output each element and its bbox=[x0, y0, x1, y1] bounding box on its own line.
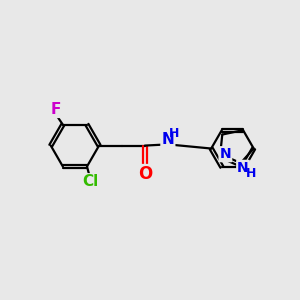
Text: N: N bbox=[237, 161, 249, 175]
Text: H: H bbox=[245, 167, 256, 180]
Text: H: H bbox=[169, 127, 179, 140]
Text: F: F bbox=[50, 102, 61, 117]
Text: N: N bbox=[161, 133, 174, 148]
Text: O: O bbox=[138, 165, 152, 183]
Text: Cl: Cl bbox=[82, 174, 99, 189]
Text: N: N bbox=[220, 147, 231, 161]
